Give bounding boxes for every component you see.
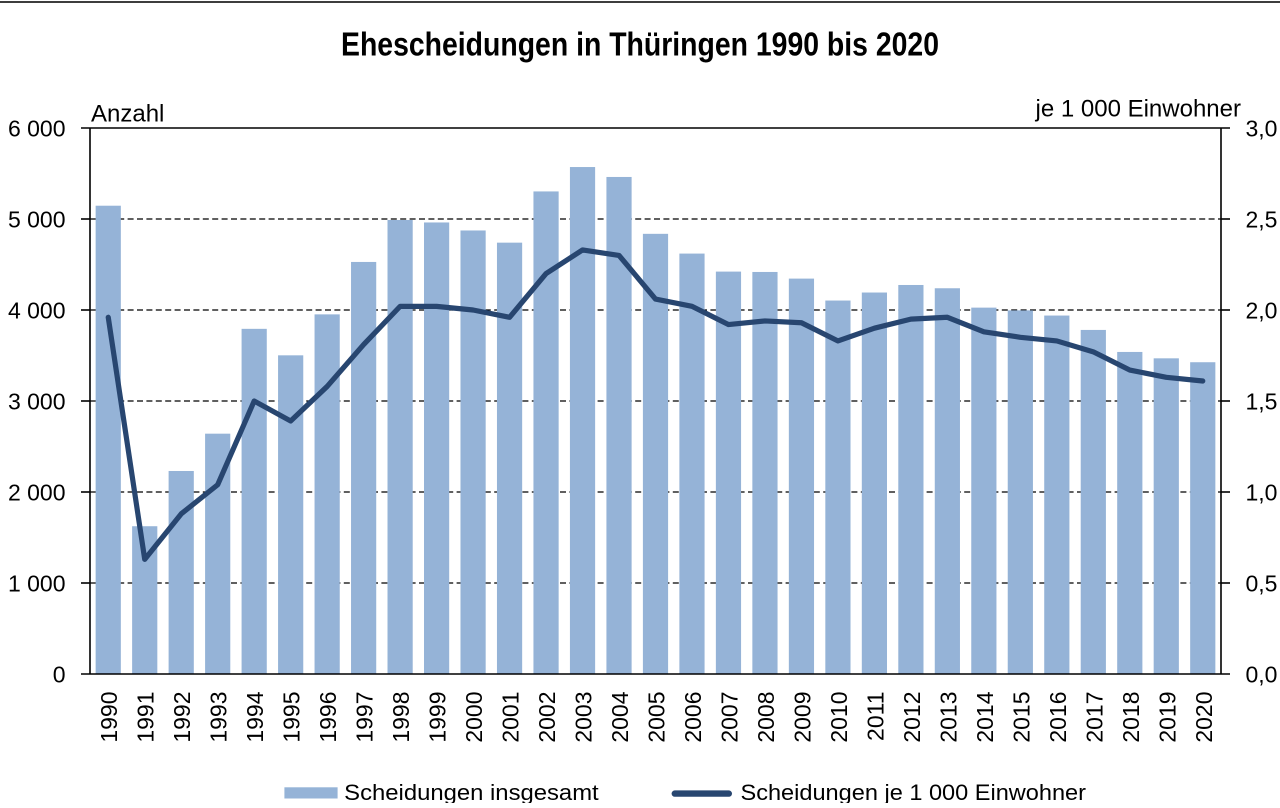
svg-text:2015: 2015: [1008, 692, 1034, 743]
svg-text:1996: 1996: [315, 692, 341, 743]
svg-text:Anzahl: Anzahl: [91, 100, 164, 127]
svg-text:2000: 2000: [461, 692, 487, 743]
svg-text:1997: 1997: [352, 692, 378, 743]
svg-text:1999: 1999: [425, 692, 451, 743]
svg-text:4 000: 4 000: [8, 298, 66, 324]
svg-text:2,5: 2,5: [1246, 207, 1278, 233]
svg-text:0,5: 0,5: [1246, 571, 1278, 597]
svg-text:2013: 2013: [935, 692, 961, 743]
svg-text:3,0: 3,0: [1246, 116, 1278, 142]
svg-text:2003: 2003: [571, 692, 597, 743]
svg-text:2004: 2004: [607, 691, 633, 742]
svg-text:0,0: 0,0: [1246, 662, 1278, 688]
svg-text:2002: 2002: [534, 692, 560, 743]
svg-text:2012: 2012: [899, 692, 925, 743]
svg-text:1993: 1993: [206, 692, 232, 743]
svg-text:1 000: 1 000: [8, 571, 66, 597]
svg-text:2,0: 2,0: [1246, 298, 1278, 324]
svg-text:2017: 2017: [1081, 692, 1107, 743]
svg-text:Ehescheidungen in Thüringen 19: Ehescheidungen in Thüringen 1990 bis 202…: [341, 26, 939, 63]
svg-text:2008: 2008: [753, 692, 779, 743]
svg-text:1998: 1998: [388, 692, 414, 743]
svg-text:2005: 2005: [644, 692, 670, 743]
svg-text:1990: 1990: [96, 692, 122, 743]
svg-text:1,0: 1,0: [1246, 480, 1278, 506]
svg-text:2007: 2007: [716, 692, 742, 743]
svg-text:5 000: 5 000: [8, 207, 66, 233]
svg-text:1995: 1995: [279, 692, 305, 743]
svg-text:1,5: 1,5: [1246, 389, 1278, 415]
svg-text:6 000: 6 000: [8, 116, 66, 142]
svg-text:1994: 1994: [242, 691, 268, 742]
svg-text:Scheidungen je 1 000 Einwohner: Scheidungen je 1 000 Einwohner: [741, 780, 1087, 803]
svg-text:2019: 2019: [1154, 692, 1180, 743]
svg-text:2011: 2011: [862, 692, 888, 741]
svg-text:2009: 2009: [789, 692, 815, 743]
svg-text:2001: 2001: [498, 692, 524, 743]
svg-text:1992: 1992: [169, 692, 195, 743]
svg-text:1991: 1991: [133, 692, 159, 743]
svg-text:2010: 2010: [826, 692, 852, 743]
svg-text:2018: 2018: [1118, 692, 1144, 743]
svg-text:2020: 2020: [1191, 692, 1217, 743]
svg-text:2006: 2006: [680, 692, 706, 743]
svg-text:0: 0: [53, 662, 66, 688]
svg-text:2016: 2016: [1045, 692, 1071, 743]
svg-text:3 000: 3 000: [8, 389, 66, 415]
svg-text:2014: 2014: [972, 691, 998, 742]
svg-text:2 000: 2 000: [8, 480, 66, 506]
svg-text:Scheidungen insgesamt: Scheidungen insgesamt: [344, 780, 599, 803]
svg-text:je 1 000 Einwohner: je 1 000 Einwohner: [1035, 96, 1241, 123]
